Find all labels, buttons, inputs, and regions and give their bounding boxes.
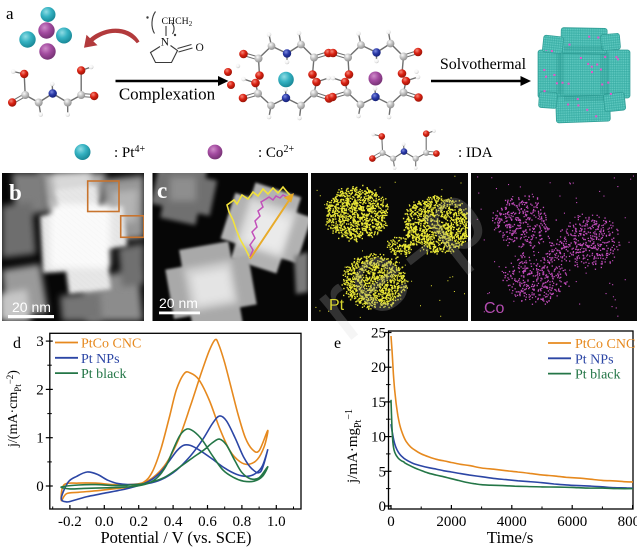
svg-text:Time/s: Time/s	[487, 528, 534, 547]
svg-text:Pt NPs: Pt NPs	[575, 352, 614, 367]
svg-text:PtCo CNC: PtCo CNC	[575, 337, 635, 352]
svg-text:Complexation: Complexation	[119, 85, 216, 104]
svg-text:2: 2	[36, 382, 44, 398]
svg-text:6000: 6000	[557, 514, 587, 530]
svg-text:0: 0	[36, 479, 44, 495]
svg-text:0: 0	[387, 514, 395, 530]
svg-text:0.2: 0.2	[129, 514, 148, 530]
svg-text:0: 0	[379, 499, 387, 515]
svg-text:: IDA: : IDA	[458, 145, 493, 161]
svg-text:O: O	[196, 42, 204, 54]
svg-text:20 nm: 20 nm	[12, 299, 51, 315]
svg-text:Pt NPs: Pt NPs	[81, 352, 120, 367]
svg-text:0.0: 0.0	[95, 514, 114, 530]
svg-text:e: e	[334, 335, 341, 352]
svg-text:1.0: 1.0	[267, 514, 286, 530]
svg-text:25: 25	[371, 326, 386, 342]
svg-text:15: 15	[371, 395, 386, 411]
svg-text:c: c	[157, 178, 167, 203]
svg-text:b: b	[9, 180, 22, 205]
svg-text:5: 5	[379, 464, 387, 480]
svg-text:a: a	[6, 4, 14, 23]
svg-text:8000: 8000	[618, 514, 637, 530]
svg-text:0.8: 0.8	[233, 514, 252, 530]
svg-text:20 nm: 20 nm	[159, 295, 198, 311]
svg-text:N: N	[161, 37, 170, 49]
svg-text:0.4: 0.4	[164, 514, 183, 530]
svg-text:Pt black: Pt black	[575, 368, 621, 383]
svg-text:Pt black: Pt black	[81, 367, 127, 382]
svg-text:1: 1	[36, 431, 44, 447]
svg-text:-0.2: -0.2	[58, 514, 82, 530]
svg-text:2000: 2000	[436, 514, 466, 530]
svg-text:20: 20	[371, 360, 386, 376]
svg-text:3: 3	[36, 334, 44, 350]
svg-text:0.6: 0.6	[198, 514, 217, 530]
svg-text:PtCo CNC: PtCo CNC	[81, 337, 141, 352]
svg-text:Co: Co	[484, 300, 505, 317]
svg-text:d: d	[13, 335, 21, 352]
svg-text:CHCH2: CHCH2	[162, 16, 193, 28]
svg-text:10: 10	[371, 430, 386, 446]
svg-text:Solvothermal: Solvothermal	[440, 56, 527, 73]
svg-text:Potential / V (vs. SCE): Potential / V (vs. SCE)	[100, 528, 251, 547]
svg-text:4000: 4000	[497, 514, 527, 530]
svg-text:Pt: Pt	[329, 297, 345, 314]
